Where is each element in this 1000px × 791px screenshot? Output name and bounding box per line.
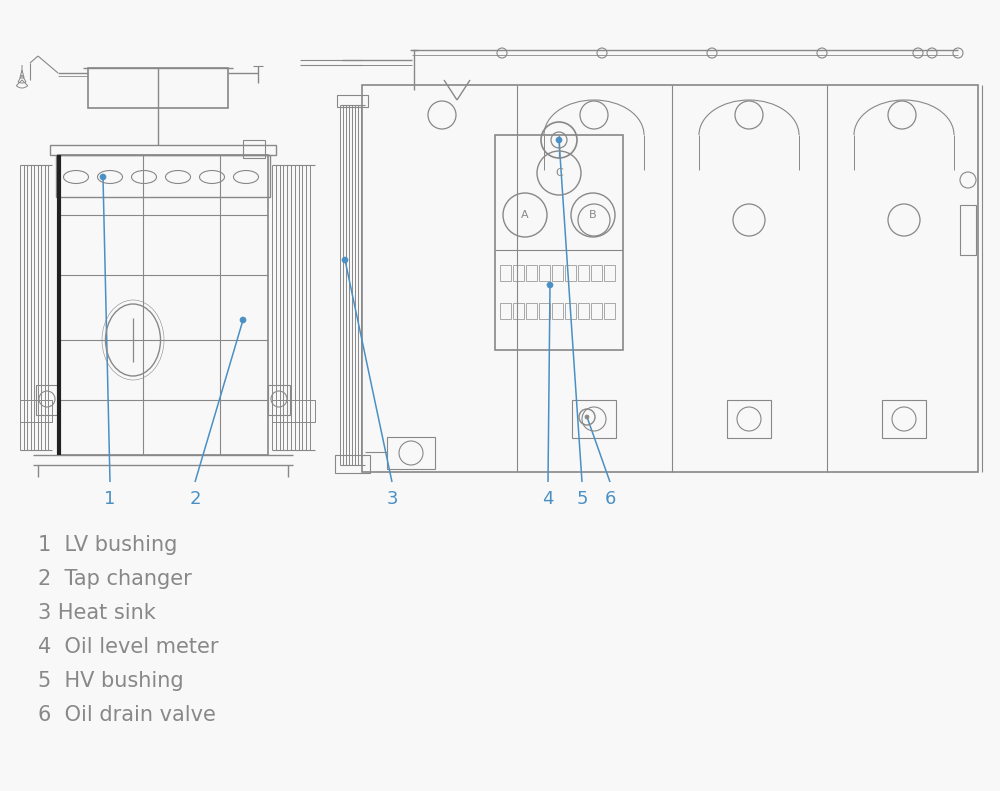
Bar bbox=[539, 265, 550, 281]
Bar bbox=[513, 303, 524, 319]
Bar bbox=[56, 155, 270, 197]
Bar bbox=[500, 303, 511, 319]
Bar bbox=[20, 400, 52, 422]
Bar bbox=[578, 303, 589, 319]
Text: 1  LV bushing: 1 LV bushing bbox=[38, 535, 177, 555]
Bar bbox=[337, 95, 368, 107]
Bar bbox=[572, 400, 616, 438]
Circle shape bbox=[240, 317, 246, 323]
Bar bbox=[552, 265, 563, 281]
Bar bbox=[578, 265, 589, 281]
Text: 2: 2 bbox=[189, 490, 201, 508]
Text: 5: 5 bbox=[576, 490, 588, 508]
Bar bbox=[268, 385, 290, 415]
Text: 2  Tap changer: 2 Tap changer bbox=[38, 569, 192, 589]
Bar bbox=[36, 385, 58, 415]
Bar bbox=[539, 303, 550, 319]
Text: 6  Oil drain valve: 6 Oil drain valve bbox=[38, 705, 216, 725]
Bar bbox=[500, 265, 511, 281]
Bar bbox=[882, 400, 926, 438]
Bar bbox=[565, 265, 576, 281]
Bar bbox=[362, 85, 978, 472]
Text: 4  Oil level meter: 4 Oil level meter bbox=[38, 637, 218, 657]
Text: 5  HV bushing: 5 HV bushing bbox=[38, 671, 184, 691]
Bar bbox=[960, 205, 976, 255]
Circle shape bbox=[547, 282, 553, 288]
Bar bbox=[604, 265, 615, 281]
Bar bbox=[58, 155, 268, 455]
Bar bbox=[513, 265, 524, 281]
Bar bbox=[387, 437, 435, 469]
Bar bbox=[727, 400, 771, 438]
Text: 6: 6 bbox=[604, 490, 616, 508]
Text: C: C bbox=[555, 168, 563, 178]
Bar bbox=[526, 265, 537, 281]
Bar bbox=[272, 400, 315, 422]
Circle shape bbox=[342, 257, 348, 263]
Bar bbox=[243, 140, 265, 158]
Circle shape bbox=[100, 174, 106, 180]
Text: 3: 3 bbox=[386, 490, 398, 508]
Bar bbox=[495, 135, 623, 350]
Text: A: A bbox=[521, 210, 529, 220]
Bar bbox=[565, 303, 576, 319]
Bar bbox=[88, 68, 228, 108]
Circle shape bbox=[585, 415, 589, 419]
Bar bbox=[591, 265, 602, 281]
Bar bbox=[50, 145, 276, 155]
Text: B: B bbox=[589, 210, 597, 220]
Bar bbox=[335, 455, 370, 473]
Text: 4: 4 bbox=[542, 490, 554, 508]
Bar bbox=[526, 303, 537, 319]
Bar bbox=[591, 303, 602, 319]
Bar bbox=[604, 303, 615, 319]
Text: 3 Heat sink: 3 Heat sink bbox=[38, 603, 156, 623]
Text: 1: 1 bbox=[104, 490, 116, 508]
Bar bbox=[552, 303, 563, 319]
Circle shape bbox=[556, 137, 562, 143]
